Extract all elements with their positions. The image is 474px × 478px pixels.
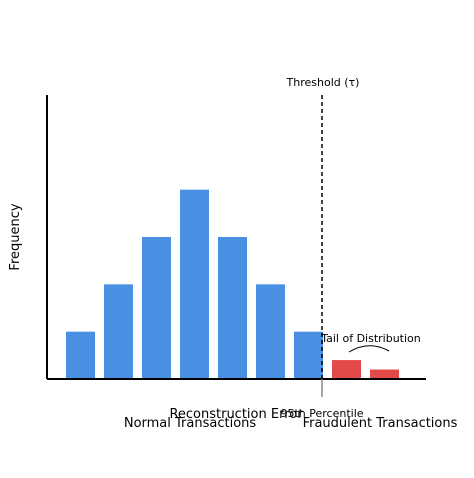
legend-fraudulent: Fraudulent Transactions <box>303 416 458 431</box>
bar-normal-7 <box>294 331 323 379</box>
bar-normal-1 <box>66 331 95 379</box>
threshold-label: Threshold (τ) <box>286 76 360 89</box>
legend-normal: Normal Transactions <box>124 416 257 431</box>
tail-arc <box>348 345 390 353</box>
bar-normal-6 <box>256 284 285 379</box>
y-axis-label: Frequency <box>8 203 23 270</box>
bar-normal-5 <box>218 237 247 379</box>
bar-normal-4 <box>180 189 209 379</box>
percentile-label: 95th Percentile <box>280 407 363 420</box>
bar-fraudulent-1 <box>332 360 361 379</box>
bar-normal-2 <box>104 284 133 379</box>
tail-label: Tail of Distribution <box>320 332 421 345</box>
bar-fraudulent-2 <box>370 369 399 379</box>
bar-normal-3 <box>142 237 171 379</box>
bars-group <box>66 189 399 379</box>
x-axis-label: Reconstruction Error <box>169 407 303 422</box>
